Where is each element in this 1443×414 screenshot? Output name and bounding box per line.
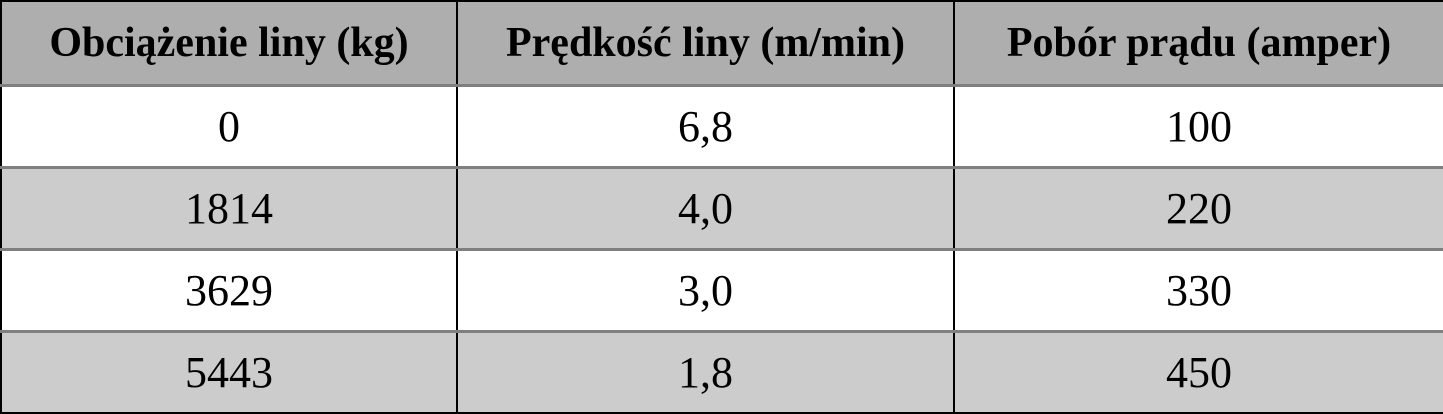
cell-current-draw: 330 — [953, 248, 1443, 332]
table-row: 1814 4,0 220 — [1, 166, 1443, 250]
table-header-row: Obciążenie liny (kg) Prędkość liny (m/mi… — [1, 1, 1443, 87]
cell-line-speed: 4,0 — [456, 166, 954, 250]
table-row: 3629 3,0 330 — [1, 248, 1443, 332]
cell-line-speed: 6,8 — [456, 85, 954, 168]
header-cell-line-speed: Prędkość liny (m/min) — [456, 1, 954, 87]
cell-current-draw: 450 — [953, 330, 1443, 413]
cell-line-speed: 3,0 — [456, 248, 954, 332]
cell-current-draw: 220 — [953, 166, 1443, 250]
cell-line-speed: 1,8 — [456, 330, 954, 413]
table-row: 0 6,8 100 — [1, 85, 1443, 168]
cell-line-load: 1814 — [1, 166, 457, 250]
header-cell-line-load: Obciążenie liny (kg) — [1, 1, 457, 87]
table-row: 5443 1,8 450 — [1, 330, 1443, 413]
cell-line-load: 5443 — [1, 330, 457, 413]
cell-current-draw: 100 — [953, 85, 1443, 168]
header-cell-current-draw: Pobór prądu (amper) — [953, 1, 1443, 87]
cell-line-load: 0 — [1, 85, 457, 168]
table-body: 0 6,8 100 1814 4,0 220 3629 3,0 330 5443… — [1, 85, 1443, 413]
cell-line-load: 3629 — [1, 248, 457, 332]
